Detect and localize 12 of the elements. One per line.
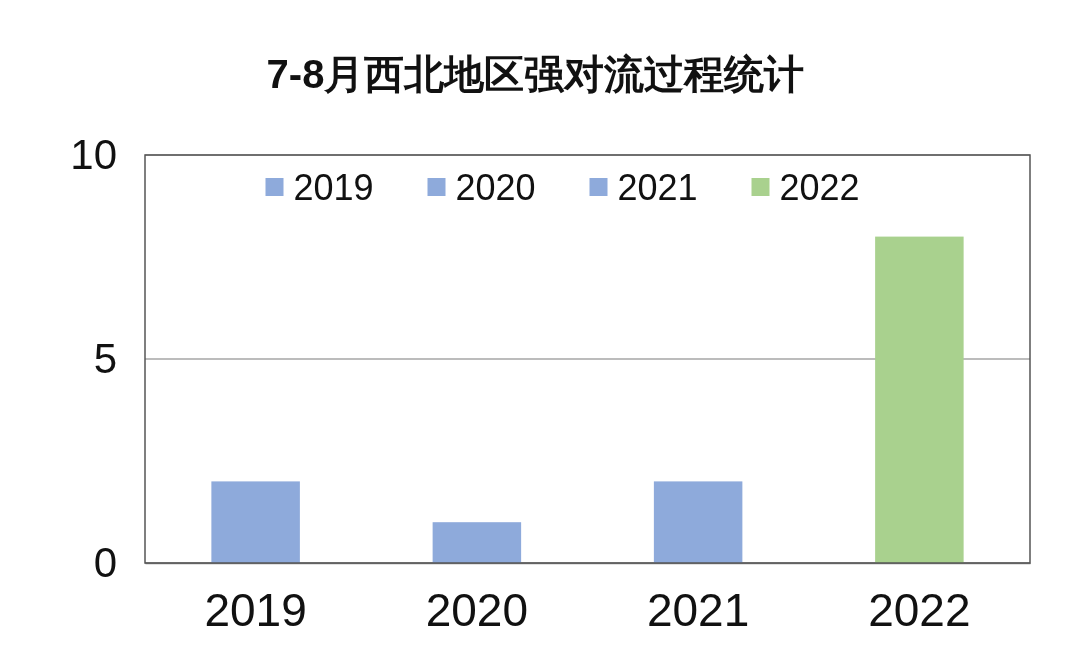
y-tick-label: 0	[93, 538, 117, 586]
chart-title: 7-8月西北地区强对流过程统计	[266, 52, 805, 96]
x-tick-label: 2020	[425, 583, 529, 636]
legend-label: 2019	[293, 166, 374, 208]
x-tick-label: 2021	[646, 583, 750, 636]
legend-label: 2021	[617, 166, 698, 208]
y-tick-label: 10	[70, 130, 117, 178]
legend-label: 2022	[779, 166, 860, 208]
legend-label: 2020	[455, 166, 536, 208]
y-tick-label: 5	[93, 334, 117, 382]
x-tick-label: 2019	[204, 583, 307, 636]
x-tick-label: 2022	[868, 583, 971, 636]
